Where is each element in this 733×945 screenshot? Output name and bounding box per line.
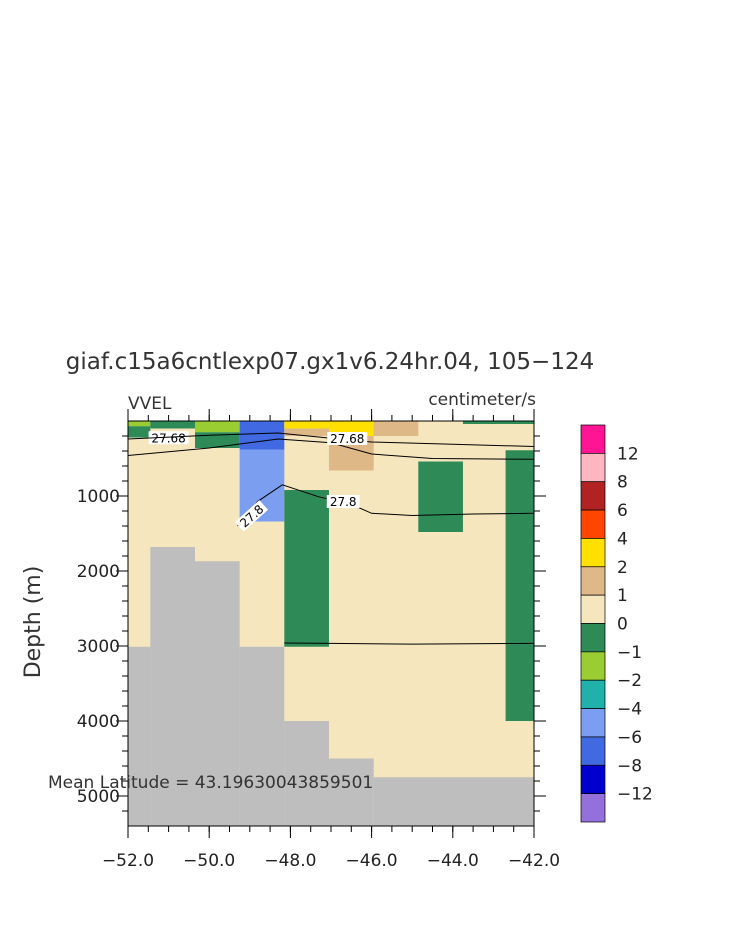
y-tick-label-0: 1000: [77, 487, 120, 507]
legend-label-7: −1: [617, 643, 642, 663]
velocity-cell-15: [505, 450, 534, 721]
legend-label-1: 8: [617, 473, 628, 493]
x-tick-label-0: −52.0: [102, 851, 154, 871]
legend-label-11: −8: [617, 756, 642, 776]
axes: −52.0 −50.0 −48.0 −46.0 −44.0 −42.0 1000 2000 30…: [77, 409, 560, 871]
y-tick-label-4: 5000: [77, 787, 120, 807]
contour-label-3: 27.8: [326, 495, 360, 509]
legend-label-10: −6: [617, 728, 642, 748]
legend-label-8: −2: [617, 671, 642, 691]
land-mask: [128, 547, 534, 826]
legend-swatch-6: [580, 594, 606, 624]
velocity-cell-8: [284, 428, 329, 436]
legend-swatch-9: [580, 679, 606, 709]
legend-label-9: −4: [617, 700, 642, 720]
x-tick-label-3: −46.0: [346, 851, 398, 871]
velocity-cell-2: [150, 421, 195, 429]
x-tick-label-2: −48.0: [264, 851, 316, 871]
y-tick-label-2: 3000: [77, 637, 120, 657]
variable-label: VVEL: [128, 394, 172, 414]
legend-swatch-2: [580, 481, 606, 511]
velocity-cell-9: [284, 490, 329, 647]
contour-label-text: 27.68: [151, 431, 185, 445]
land-block-0: [128, 646, 151, 826]
legend-label-2: 6: [617, 501, 628, 521]
velocity-cell-0: [128, 421, 151, 427]
velocity-cell-13: [418, 461, 463, 532]
contour-label-text: 27.8: [330, 495, 357, 509]
x-tick-label-5: −42.0: [508, 851, 560, 871]
legend-swatch-10: [580, 708, 606, 738]
legend-swatch-7: [580, 623, 606, 653]
land-block-2: [194, 561, 240, 826]
legend-swatch-0: [580, 424, 606, 454]
legend-swatch-1: [580, 453, 606, 483]
x-tick-label-4: −44.0: [427, 851, 479, 871]
legend-swatch-12: [580, 764, 606, 794]
contour-label-bg: [326, 495, 360, 508]
land-block-6: [373, 777, 534, 826]
y-tick-label-3: 4000: [77, 712, 120, 732]
velocity-cell-7: [284, 421, 329, 429]
legend-label-4: 2: [617, 558, 628, 578]
velocity-cell-12: [373, 421, 419, 436]
velocity-cell-1: [128, 426, 151, 438]
velocity-cell-14: [462, 421, 534, 424]
velocity-cell-5: [239, 421, 285, 450]
chart-title: giaf.c15a6cntlexp07.gx1v6.24hr.04, 105−1…: [66, 349, 594, 375]
contour-label-text: 27.68: [330, 432, 364, 446]
legend-swatch-5: [580, 566, 606, 596]
legend-swatch-11: [580, 736, 606, 766]
legend-label-0: 12: [617, 444, 639, 464]
land-block-5: [328, 758, 374, 826]
contour-label-bg: [148, 431, 189, 445]
y-tick-label-1: 2000: [77, 562, 120, 582]
contour-line-4: [284, 642, 535, 645]
legend-swatch-4: [580, 538, 606, 568]
legend-label-12: −12: [617, 785, 653, 805]
legend-swatch-8: [580, 651, 606, 681]
land-block-4: [284, 721, 329, 826]
contour-label-bg: [327, 432, 368, 445]
legend-swatch-13: [580, 793, 606, 823]
legend-label-6: 0: [617, 615, 628, 635]
legend-swatch-3: [580, 509, 606, 539]
x-tick-label-1: −50.0: [183, 851, 235, 871]
contour-label-1: 27.68: [327, 432, 368, 446]
color-legend: 12 8 6 4 2 1 0 −1 −2 −4 −6 −8 −12: [580, 424, 653, 823]
y-axis-label: Depth (m): [21, 566, 46, 679]
contour-label-0: 27.68: [148, 431, 189, 445]
velocity-cell-3: [194, 421, 240, 433]
contour-label-bg: [234, 500, 269, 532]
land-block-3: [239, 646, 285, 826]
units-label: centimeter/s: [428, 390, 536, 410]
legend-label-3: 4: [617, 529, 628, 549]
velocity-cell-4: [194, 432, 240, 448]
land-block-1: [150, 547, 195, 826]
mean-latitude-annotation: Mean Latitude = 43.19630043859501: [48, 773, 373, 793]
legend-label-5: 1: [617, 586, 628, 606]
